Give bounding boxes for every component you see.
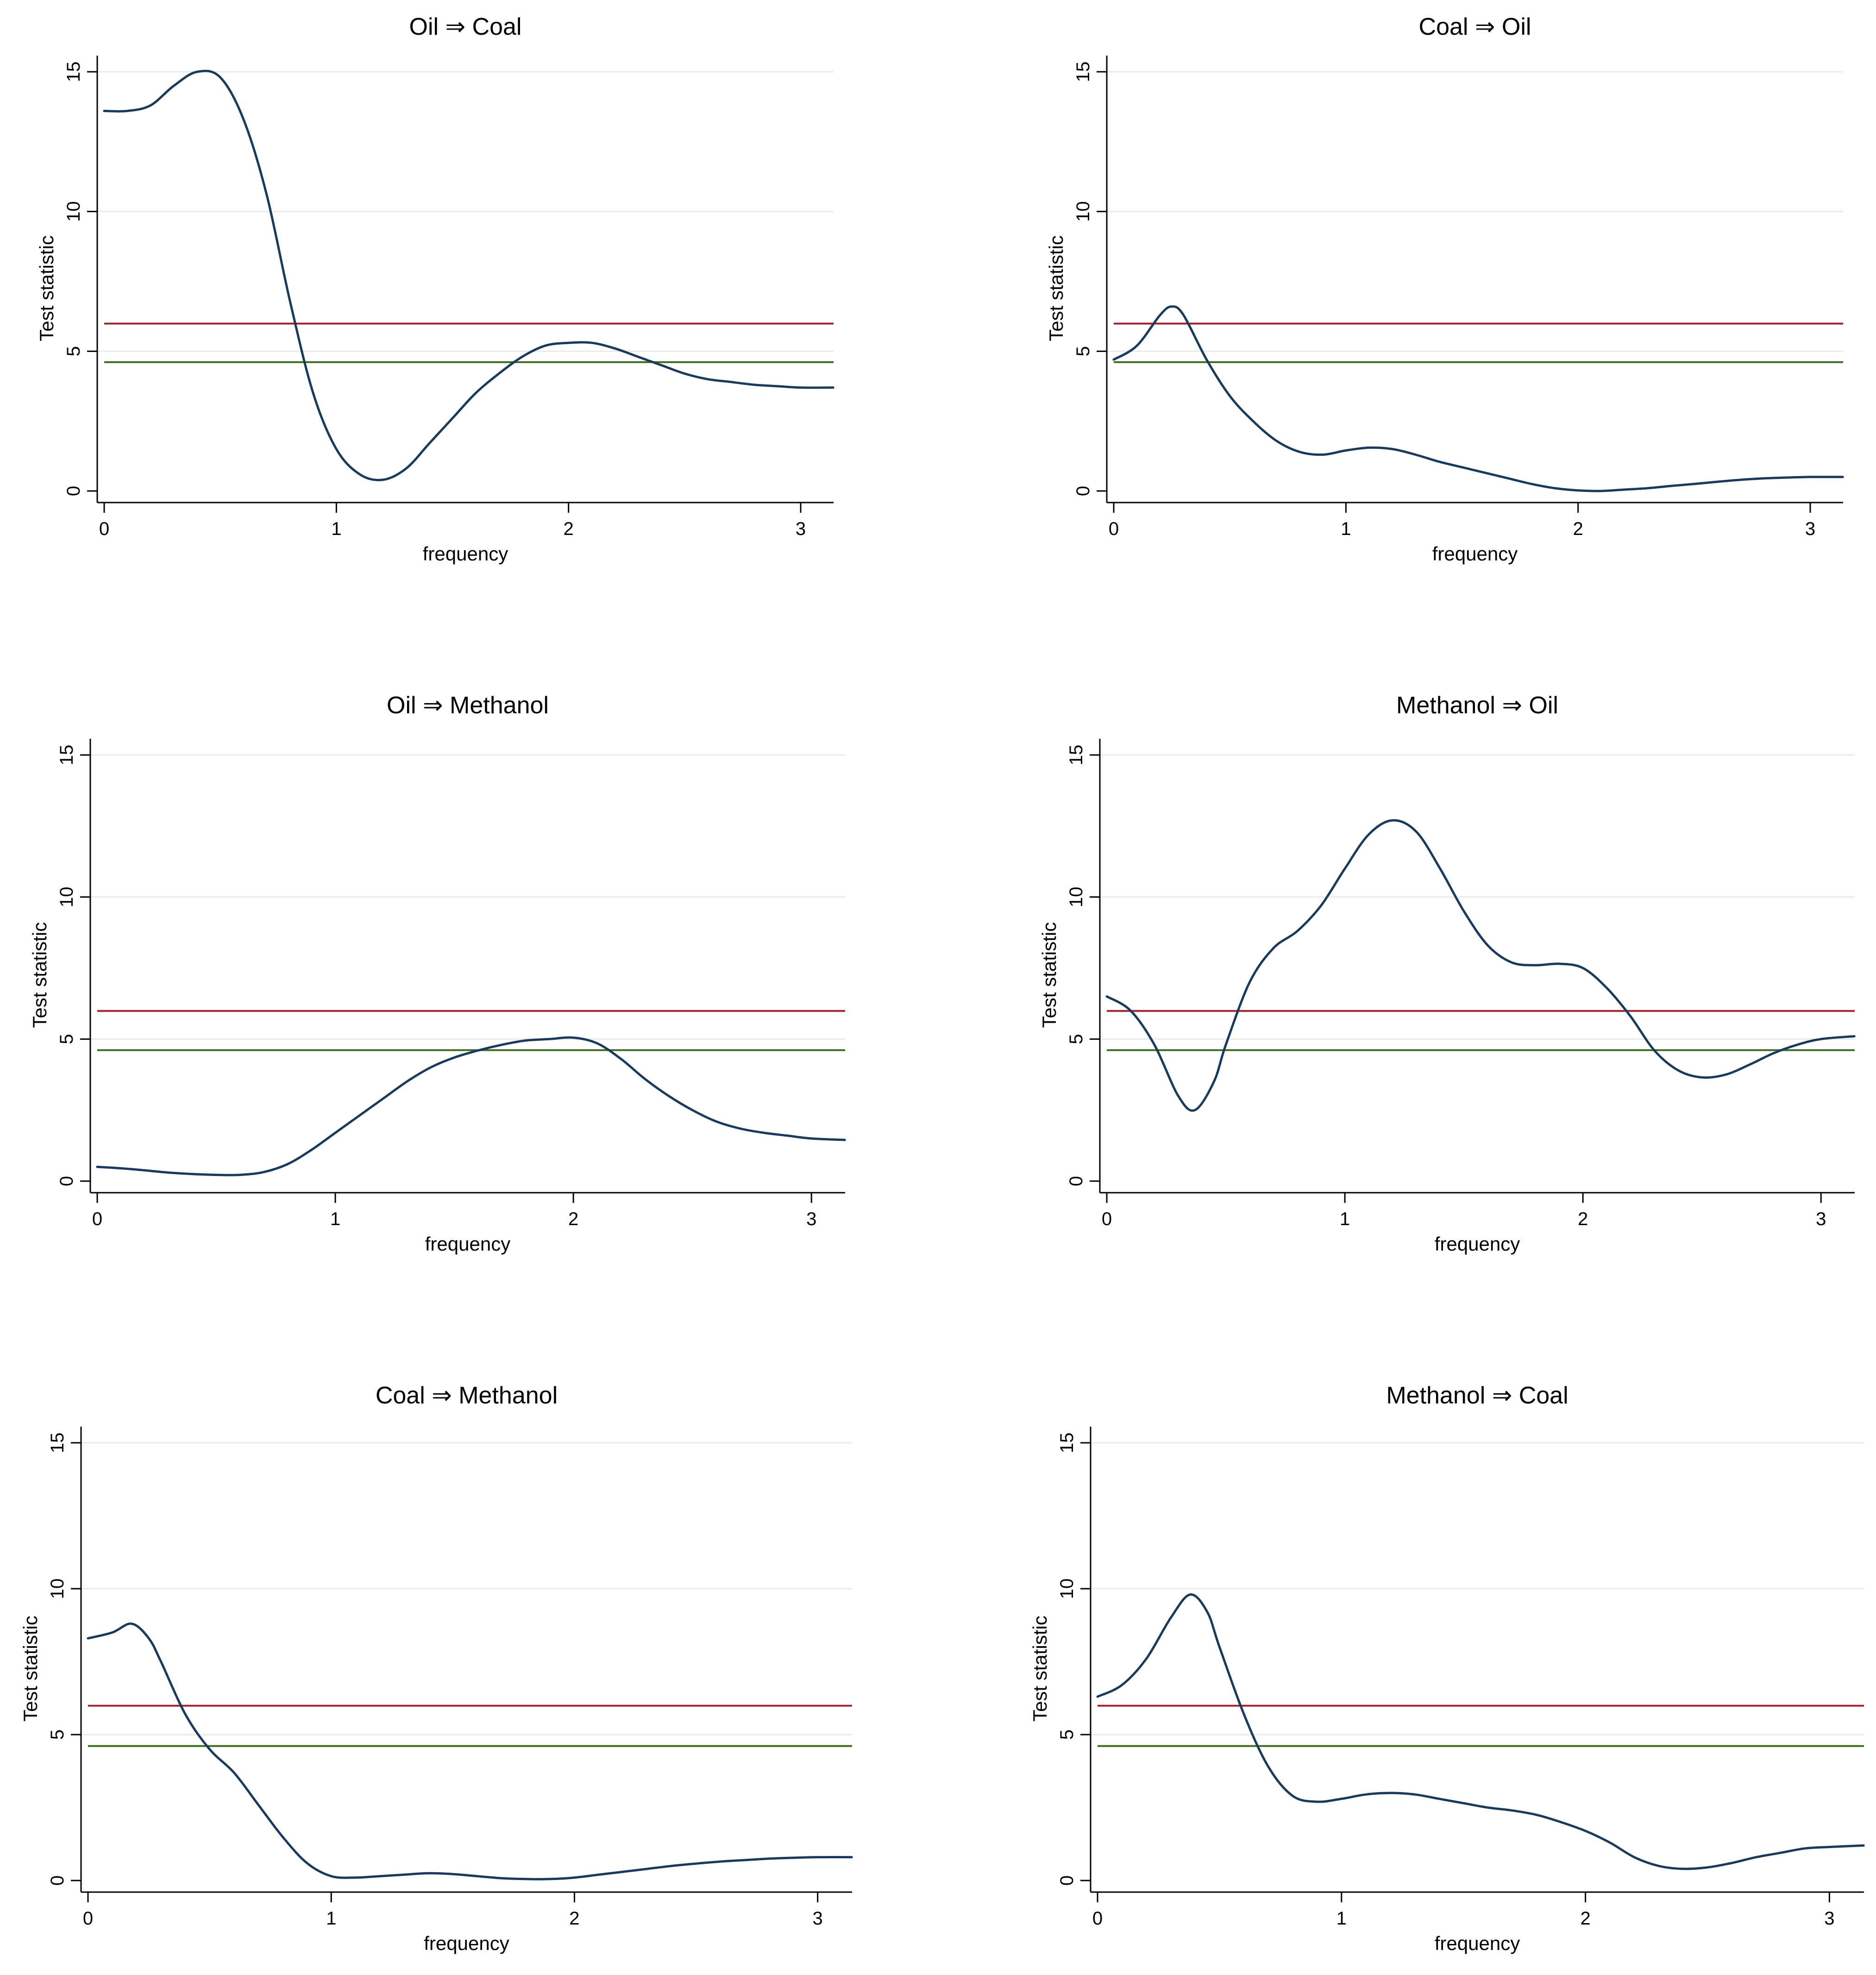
- x-tick-label: 2: [1573, 519, 1583, 539]
- y-tick-label: 10: [1066, 887, 1086, 907]
- x-tick-label: 0: [1109, 519, 1119, 539]
- y-axis-label: Test statistic: [1038, 922, 1060, 1028]
- series-line-test-statistic: [87, 1623, 853, 1881]
- chart-panel-5: Coal ⇒ Methanol 0 5 10 15 0 1 2 3 frequency Test s…: [19, 1382, 853, 1954]
- y-axis-label: Test statistic: [1029, 1616, 1051, 1722]
- x-tick-label: 2: [1578, 1209, 1588, 1229]
- chart-title: Methanol ⇒ Coal: [1386, 1382, 1568, 1409]
- x-tick-label: 2: [568, 1209, 578, 1229]
- chart-panel-3: Oil ⇒ Methanol 0 5 10 15 0 1 2 3 frequency Test st…: [29, 692, 846, 1255]
- chart-title: Coal ⇒ Oil: [1419, 13, 1531, 40]
- x-axis-label: frequency: [425, 1233, 510, 1255]
- x-axis-label: frequency: [1435, 1932, 1520, 1954]
- chart-panel-1: Oil ⇒ Coal 0 5 10 15 0 1 2 3 frequency Test statis…: [36, 13, 834, 565]
- x-tick-label: 2: [564, 519, 574, 539]
- y-tick-label: 5: [63, 346, 84, 356]
- y-tick-label: 5: [1066, 1034, 1086, 1044]
- x-tick-label: 1: [1340, 1209, 1350, 1229]
- y-tick-label: 15: [47, 1433, 68, 1453]
- y-tick-label: 10: [56, 887, 77, 907]
- y-tick-label: 5: [1073, 346, 1093, 356]
- chart-panel-2: Coal ⇒ Oil 0 5 10 15 0 1 2 3 frequency Test statis…: [1045, 13, 1844, 565]
- chart-title: Oil ⇒ Methanol: [387, 692, 549, 719]
- x-tick-label: 0: [83, 1908, 93, 1929]
- y-axis-label: Test statistic: [36, 235, 57, 341]
- x-tick-label: 3: [796, 519, 806, 539]
- x-tick-label: 0: [92, 1209, 102, 1229]
- y-tick-label: 10: [63, 201, 84, 222]
- x-tick-label: 1: [1336, 1908, 1347, 1929]
- y-tick-label: 10: [1073, 201, 1093, 222]
- series-line-test-statistic: [96, 1036, 846, 1176]
- y-tick-label: 0: [1073, 486, 1093, 496]
- x-tick-label: 1: [1341, 519, 1351, 539]
- y-axis-label: Test statistic: [19, 1616, 41, 1722]
- y-tick-label: 15: [1073, 62, 1093, 82]
- x-tick-label: 3: [1824, 1908, 1834, 1929]
- y-tick-label: 10: [1057, 1579, 1077, 1599]
- x-tick-label: 0: [1092, 1908, 1103, 1929]
- y-tick-label: 15: [63, 62, 84, 82]
- chart-title: Methanol ⇒ Oil: [1396, 692, 1558, 719]
- series-line-test-statistic: [1096, 1593, 1865, 1870]
- chart-panel-4: Methanol ⇒ Oil 0 5 10 15 0 1 2 3 frequency Test st…: [1038, 692, 1856, 1255]
- y-tick-label: 5: [47, 1730, 68, 1740]
- x-tick-label: 3: [1805, 519, 1815, 539]
- series-line-test-statistic: [1105, 819, 1856, 1112]
- y-axis-label: Test statistic: [29, 922, 50, 1028]
- chart-title: Oil ⇒ Coal: [409, 13, 522, 40]
- chart-title: Coal ⇒ Methanol: [376, 1382, 558, 1409]
- x-tick-label: 1: [326, 1908, 336, 1929]
- y-tick-label: 0: [47, 1875, 68, 1886]
- y-tick-label: 0: [56, 1176, 77, 1186]
- x-tick-label: 2: [1580, 1908, 1590, 1929]
- y-tick-label: 0: [1057, 1875, 1077, 1886]
- x-tick-label: 1: [331, 519, 341, 539]
- y-tick-label: 15: [56, 745, 77, 766]
- x-tick-label: 0: [1102, 1209, 1112, 1229]
- x-axis-label: frequency: [423, 543, 508, 565]
- x-tick-label: 3: [1816, 1209, 1826, 1229]
- x-tick-label: 2: [569, 1908, 579, 1929]
- series-line-test-statistic: [103, 69, 834, 481]
- y-tick-label: 5: [56, 1034, 77, 1044]
- y-tick-label: 5: [1057, 1730, 1077, 1740]
- x-tick-label: 3: [813, 1908, 823, 1929]
- chart-panel-6: Methanol ⇒ Coal 0 5 10 15 0 1 2 3 frequency Test s…: [1029, 1382, 1865, 1954]
- y-tick-label: 15: [1057, 1433, 1077, 1453]
- x-tick-label: 0: [99, 519, 109, 539]
- y-tick-label: 15: [1066, 745, 1086, 766]
- x-axis-label: frequency: [1432, 543, 1518, 565]
- x-axis-label: frequency: [1435, 1233, 1520, 1255]
- y-axis-label: Test statistic: [1045, 235, 1067, 341]
- series-line-test-statistic: [1112, 305, 1844, 492]
- x-axis-label: frequency: [424, 1932, 509, 1954]
- y-tick-label: 0: [1066, 1176, 1086, 1186]
- y-tick-label: 0: [63, 486, 84, 496]
- y-tick-label: 10: [47, 1579, 68, 1599]
- x-tick-label: 1: [330, 1209, 340, 1229]
- x-tick-label: 3: [806, 1209, 816, 1229]
